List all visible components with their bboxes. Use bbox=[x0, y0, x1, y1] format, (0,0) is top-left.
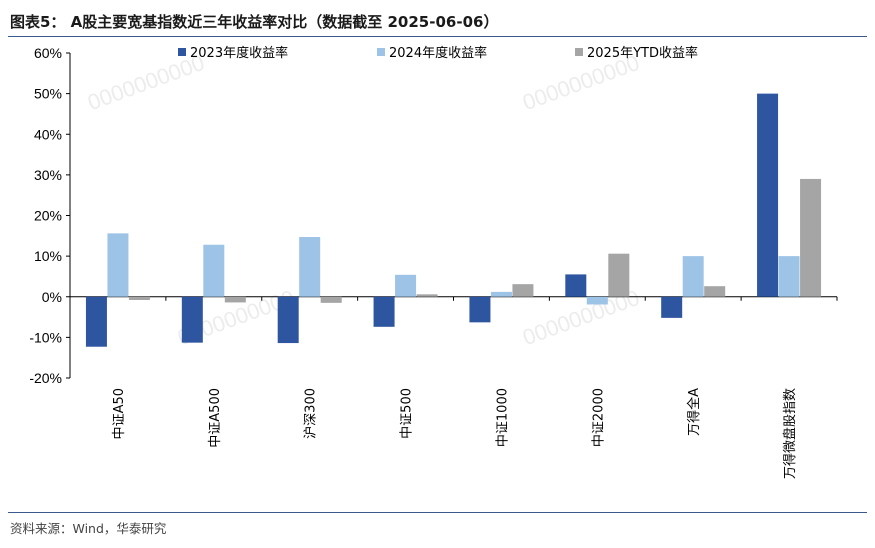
bar bbox=[565, 274, 587, 297]
bar bbox=[682, 256, 704, 297]
bar bbox=[512, 284, 534, 297]
chart-title: 图表5： A股主要宽基指数近三年收益率对比（数据截至 2025-06-06） bbox=[10, 13, 499, 31]
y-tick-label: 60% bbox=[34, 45, 62, 61]
y-tick-label: -20% bbox=[29, 370, 62, 386]
bars bbox=[85, 93, 822, 347]
legend: 2023年度收益率 2024年度收益率 2025年YTD收益率 bbox=[178, 45, 698, 61]
bar bbox=[704, 286, 726, 297]
x-category-label: 万得全A bbox=[686, 388, 702, 436]
bar bbox=[757, 93, 779, 297]
bar bbox=[320, 296, 342, 303]
bar bbox=[277, 296, 299, 344]
bar bbox=[181, 296, 203, 343]
legend-swatch bbox=[377, 48, 385, 56]
bar bbox=[107, 233, 129, 297]
bar bbox=[128, 296, 150, 300]
bar bbox=[586, 296, 608, 305]
y-tick-label: 0% bbox=[42, 289, 62, 305]
x-category-label: 中证A50 bbox=[112, 388, 127, 439]
y-tick-label: 50% bbox=[34, 86, 62, 102]
legend-swatch bbox=[575, 48, 583, 56]
legend-swatch bbox=[178, 48, 186, 56]
y-tick-label: 20% bbox=[34, 208, 62, 224]
bar bbox=[490, 291, 512, 297]
x-category-label: 中证1000 bbox=[495, 388, 510, 447]
source-note: 资料来源：Wind，华泰研究 bbox=[10, 521, 167, 536]
bar bbox=[661, 296, 683, 318]
bar bbox=[203, 244, 225, 297]
y-axis: 60% 50% 40% 30% 20% 10% 0% -10% -20% bbox=[29, 45, 71, 386]
bar bbox=[416, 294, 438, 297]
bar bbox=[395, 274, 417, 297]
y-tick-label: 10% bbox=[34, 248, 62, 264]
bottom-divider bbox=[8, 512, 867, 513]
bar bbox=[608, 253, 630, 297]
bar bbox=[224, 296, 246, 303]
legend-label: 2025年YTD收益率 bbox=[587, 45, 698, 61]
bar bbox=[469, 296, 491, 323]
legend-label: 2023年度收益率 bbox=[190, 45, 288, 61]
y-tick-label: 30% bbox=[34, 167, 62, 183]
bar bbox=[299, 237, 321, 297]
y-tick-label: 40% bbox=[34, 126, 62, 142]
bar bbox=[800, 178, 822, 297]
bar bbox=[373, 296, 395, 327]
legend-label: 2024年度收益率 bbox=[389, 45, 487, 61]
x-category-label: 沪深300 bbox=[303, 388, 319, 439]
y-tick-label: -10% bbox=[29, 329, 62, 345]
x-category-label: 中证500 bbox=[400, 388, 415, 439]
bar bbox=[85, 296, 107, 347]
x-category-label: 中证A500 bbox=[208, 388, 223, 448]
top-divider bbox=[8, 36, 867, 37]
bar bbox=[778, 256, 800, 297]
x-category-label: 万得微盘股指数 bbox=[782, 388, 798, 479]
x-category-label: 中证2000 bbox=[591, 388, 606, 447]
